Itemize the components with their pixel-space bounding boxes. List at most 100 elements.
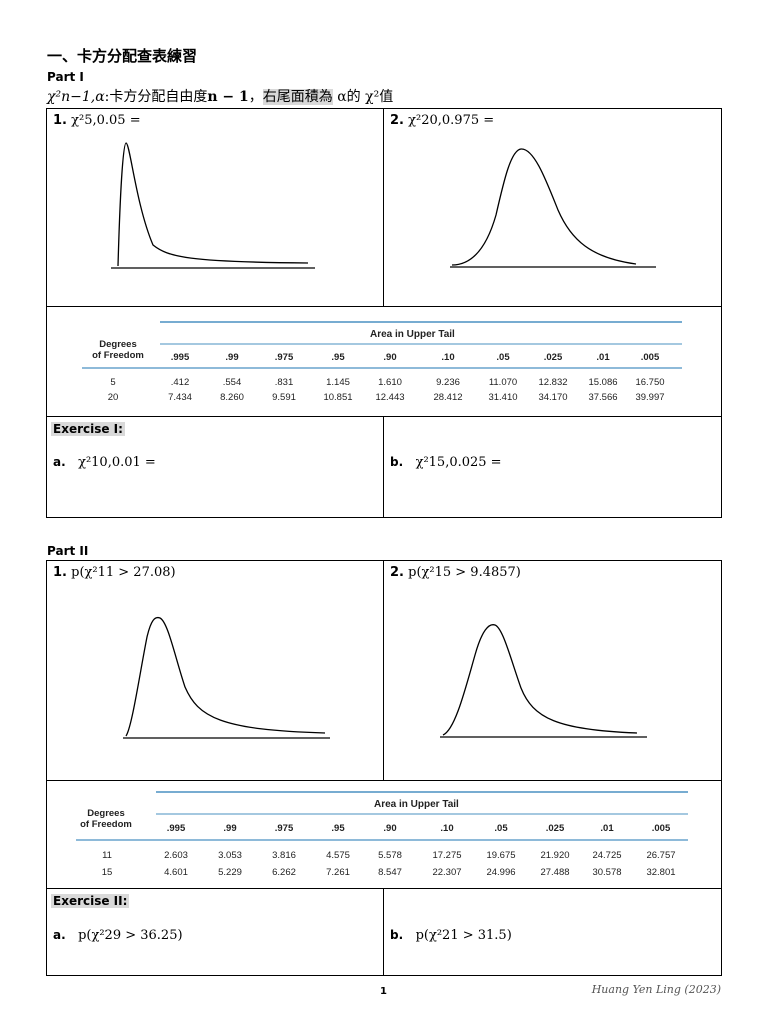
table-cell: 22.307 — [432, 867, 462, 878]
table-cell: 19.675 — [486, 850, 516, 861]
table-column-header: .025 — [543, 352, 563, 363]
table-column-header: .95 — [331, 823, 345, 834]
table-cell: 6.262 — [272, 867, 296, 878]
table-column-header: .025 — [545, 823, 565, 834]
table-cell: 7.261 — [326, 867, 350, 878]
table-row-df: 11 — [102, 850, 112, 861]
table-cell: 17.275 — [432, 850, 462, 861]
table-cell: 31.410 — [488, 392, 518, 403]
table-cell: 4.601 — [164, 867, 188, 878]
chi-square-curve-df20 — [450, 148, 656, 268]
ex2b-expression: p(χ²21 > 31.5) — [415, 928, 512, 943]
ex2b-label: b. — [390, 928, 404, 942]
table-cell: 26.757 — [646, 850, 676, 861]
part-1-question-1: 1. χ²5,0.05 = — [53, 113, 141, 128]
part-2-question-1: 1. p(χ²11 > 27.08) — [53, 565, 176, 580]
table-column-header: .995 — [170, 352, 190, 363]
part-1-row-divider-1 — [46, 306, 722, 307]
table-column-header: .95 — [331, 352, 345, 363]
part-1-box — [46, 108, 722, 518]
table-1-df-header-line2: of Freedom — [92, 350, 144, 361]
table-cell: 39.997 — [635, 392, 665, 403]
table-cell: 24.996 — [486, 867, 516, 878]
table-cell: 27.488 — [540, 867, 570, 878]
table-cell: 24.725 — [592, 850, 622, 861]
table-cell: 15.086 — [588, 377, 618, 388]
page-number: 1 — [380, 986, 387, 997]
definition-end: 值 — [379, 89, 394, 105]
table-column-header: .99 — [225, 352, 239, 363]
definition-text: :卡方分配自由度 — [104, 89, 208, 105]
table-cell: 21.920 — [540, 850, 570, 861]
table-2-df-header-line1: Degrees — [87, 808, 125, 819]
table-cell: 5.578 — [378, 850, 402, 861]
table-column-header: .05 — [496, 352, 510, 363]
table-column-header: .975 — [274, 823, 294, 834]
page-heading: 一、卡方分配查表練習 — [47, 47, 198, 65]
definition-sep: ， — [248, 89, 263, 105]
table-column-header: .995 — [166, 823, 186, 834]
table-1-area-header: Area in Upper Tail — [370, 329, 455, 340]
part-1-divider-top — [383, 108, 384, 307]
table-cell: 9.591 — [272, 392, 296, 403]
part-1-divider-bottom — [383, 416, 384, 518]
p2q1-expression: p(χ²11 > 27.08) — [71, 565, 176, 580]
table-column-header: .10 — [441, 352, 455, 363]
q2-number: 2. — [390, 113, 404, 128]
part-2-row-divider-2 — [46, 888, 722, 889]
table-column-header: .975 — [274, 352, 294, 363]
table-cell: .554 — [222, 377, 242, 388]
table-2-rules — [76, 791, 688, 841]
table-cell: 8.260 — [220, 392, 244, 403]
table-row-df: 15 — [101, 867, 113, 878]
table-1-df-header-line1: Degrees — [99, 339, 137, 350]
part-2-row-divider-1 — [46, 780, 722, 781]
table-cell: 12.832 — [538, 377, 568, 388]
chi-square-curve-df11 — [123, 616, 330, 739]
ex1b-expression: χ²15,0.025 = — [415, 455, 502, 470]
table-column-header: .10 — [440, 823, 454, 834]
q1-number: 1. — [53, 113, 67, 128]
table-cell: 32.801 — [646, 867, 676, 878]
table-1-rules — [82, 321, 682, 369]
part-1-question-2: 2. χ²20,0.975 = — [390, 113, 494, 128]
table-cell: 9.236 — [436, 377, 460, 388]
definition-symbol: χ²n−1,α — [47, 89, 105, 105]
author-credit: Huang Yen Ling (2023) — [591, 983, 721, 996]
part-2-question-2: 2. p(χ²15 > 9.4857) — [390, 565, 521, 580]
q2-expression: χ²20,0.975 = — [408, 113, 495, 128]
definition-alpha: α的 — [332, 89, 366, 105]
definition-n: n − 1 — [207, 89, 249, 105]
table-2-area-header: Area in Upper Tail — [374, 799, 459, 810]
part-1-label: Part I — [47, 70, 84, 84]
table-cell: 1.610 — [378, 377, 402, 388]
table-cell: 8.547 — [378, 867, 402, 878]
part-2-box — [46, 560, 722, 976]
table-cell: 16.750 — [635, 377, 665, 388]
table-column-header: .05 — [494, 823, 508, 834]
exercise-2-item-a: a. p(χ²29 > 36.25) — [53, 928, 183, 943]
table-cell: 10.851 — [323, 392, 353, 403]
table-column-header: .005 — [640, 352, 660, 363]
definition-highlight: 右尾面積為 — [262, 89, 333, 105]
table-column-header: .99 — [223, 823, 237, 834]
table-cell: 1.145 — [326, 377, 350, 388]
chi-square-curve-df15 — [440, 624, 647, 738]
table-cell: 2.603 — [164, 850, 188, 861]
part-2-divider-top — [383, 560, 384, 781]
table-row-df: 20 — [107, 392, 119, 403]
table-cell: 11.070 — [488, 377, 518, 388]
table-cell: 7.434 — [168, 392, 192, 403]
table-cell: 3.816 — [272, 850, 296, 861]
part-1-row-divider-2 — [46, 416, 722, 417]
exercise-1-item-b: b. χ²15,0.025 = — [390, 455, 502, 470]
table-cell: .412 — [170, 377, 190, 388]
p2q2-number: 2. — [390, 565, 404, 580]
exercise-2-item-b: b. p(χ²21 > 31.5) — [390, 928, 512, 943]
definition-line: χ²n−1,α:卡方分配自由度n − 1，右尾面積為 α的 χ²值 — [47, 86, 393, 106]
ex1a-label: a. — [53, 455, 66, 469]
table-cell: 5.229 — [218, 867, 242, 878]
table-cell: 28.412 — [433, 392, 463, 403]
ex1b-label: b. — [390, 455, 404, 469]
table-2-df-header: Degrees of Freedom — [77, 808, 135, 830]
